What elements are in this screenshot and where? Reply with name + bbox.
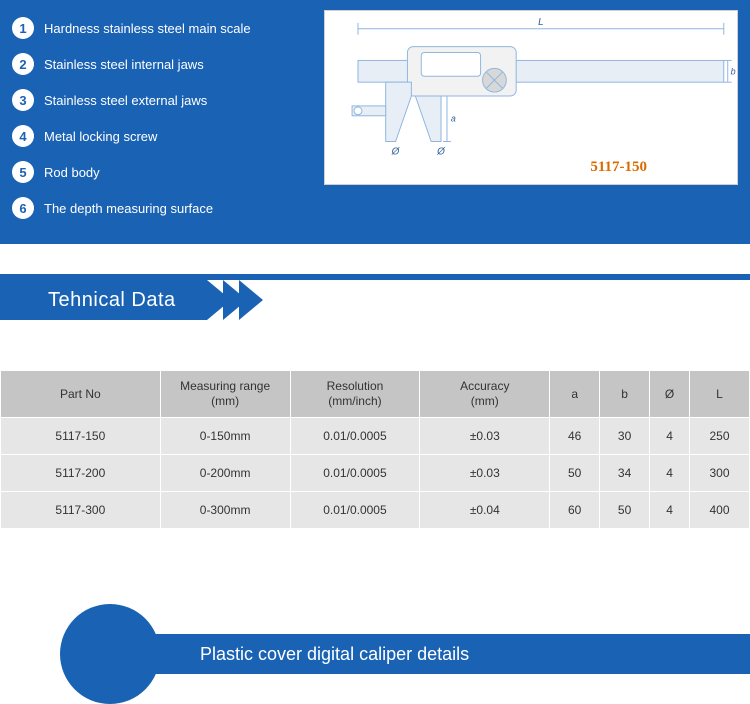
cell-range: 0-200mm xyxy=(160,455,290,492)
feature-label: Stainless steel external jaws xyxy=(44,93,207,108)
cell-a: 46 xyxy=(550,418,600,455)
feature-item: 4 Metal locking screw xyxy=(12,118,312,154)
details-banner-text: Plastic cover digital caliper details xyxy=(200,644,469,665)
cell-range: 0-300mm xyxy=(160,492,290,529)
header-chevrons xyxy=(207,280,263,320)
details-bar: Plastic cover digital caliper details xyxy=(70,634,750,674)
feature-label: The depth measuring surface xyxy=(44,201,213,216)
feature-number-badge: 2 xyxy=(12,53,34,75)
cell-b: 34 xyxy=(600,455,650,492)
specs-table-wrap: Part No Measuring range(mm) Resolution(m… xyxy=(0,370,750,529)
feature-label: Hardness stainless steel main scale xyxy=(44,21,251,36)
col-accuracy: Accuracy(mm) xyxy=(420,371,550,418)
cell-b: 50 xyxy=(600,492,650,529)
col-L: L xyxy=(690,371,750,418)
feature-number-badge: 1 xyxy=(12,17,34,39)
cell-phi: 4 xyxy=(650,455,690,492)
feature-number-badge: 6 xyxy=(12,197,34,219)
cell-part-no: 5117-150 xyxy=(1,418,161,455)
technical-data-title: Tehnical Data xyxy=(0,280,208,320)
cell-part-no: 5117-300 xyxy=(1,492,161,529)
details-circle-icon xyxy=(60,604,160,704)
cell-a: 60 xyxy=(550,492,600,529)
features-list: 1 Hardness stainless steel main scale 2 … xyxy=(12,10,312,226)
cell-L: 300 xyxy=(690,455,750,492)
table-header-row: Part No Measuring range(mm) Resolution(m… xyxy=(1,371,750,418)
col-range: Measuring range(mm) xyxy=(160,371,290,418)
diagram-model-label: 5117-150 xyxy=(590,159,647,176)
table-row: 5117-200 0-200mm 0.01/0.0005 ±0.03 50 34… xyxy=(1,455,750,492)
svg-text:Ø: Ø xyxy=(391,146,401,157)
col-a: a xyxy=(550,371,600,418)
col-b: b xyxy=(600,371,650,418)
col-phi: Ø xyxy=(650,371,690,418)
technical-data-header: Tehnical Data xyxy=(0,274,750,320)
caliper-diagram: L xyxy=(324,10,738,185)
cell-acc: ±0.03 xyxy=(420,418,550,455)
details-banner: Plastic cover digital caliper details xyxy=(0,609,750,699)
feature-item: 5 Rod body xyxy=(12,154,312,190)
chevron-icon xyxy=(239,280,263,320)
cell-phi: 4 xyxy=(650,492,690,529)
cell-a: 50 xyxy=(550,455,600,492)
feature-label: Metal locking screw xyxy=(44,129,157,144)
specs-table: Part No Measuring range(mm) Resolution(m… xyxy=(0,370,750,529)
cell-res: 0.01/0.0005 xyxy=(290,418,420,455)
svg-text:a: a xyxy=(451,114,456,124)
svg-text:Ø: Ø xyxy=(436,146,446,157)
feature-number-badge: 5 xyxy=(12,161,34,183)
feature-number-badge: 4 xyxy=(12,125,34,147)
cell-res: 0.01/0.0005 xyxy=(290,492,420,529)
feature-number-badge: 3 xyxy=(12,89,34,111)
features-panel: 1 Hardness stainless steel main scale 2 … xyxy=(0,0,750,244)
cell-L: 400 xyxy=(690,492,750,529)
col-resolution: Resolution(mm/inch) xyxy=(290,371,420,418)
feature-label: Stainless steel internal jaws xyxy=(44,57,204,72)
caliper-diagram-svg: L xyxy=(325,11,737,184)
col-part-no: Part No xyxy=(1,371,161,418)
cell-acc: ±0.03 xyxy=(420,455,550,492)
cell-phi: 4 xyxy=(650,418,690,455)
feature-item: 1 Hardness stainless steel main scale xyxy=(12,10,312,46)
feature-item: 2 Stainless steel internal jaws xyxy=(12,46,312,82)
cell-b: 30 xyxy=(600,418,650,455)
cell-acc: ±0.04 xyxy=(420,492,550,529)
feature-label: Rod body xyxy=(44,165,100,180)
svg-text:L: L xyxy=(538,17,544,28)
cell-part-no: 5117-200 xyxy=(1,455,161,492)
table-row: 5117-150 0-150mm 0.01/0.0005 ±0.03 46 30… xyxy=(1,418,750,455)
table-row: 5117-300 0-300mm 0.01/0.0005 ±0.04 60 50… xyxy=(1,492,750,529)
header-title-row: Tehnical Data xyxy=(0,280,750,320)
feature-item: 3 Stainless steel external jaws xyxy=(12,82,312,118)
cell-L: 250 xyxy=(690,418,750,455)
cell-range: 0-150mm xyxy=(160,418,290,455)
feature-item: 6 The depth measuring surface xyxy=(12,190,312,226)
svg-text:b: b xyxy=(731,66,736,76)
cell-res: 0.01/0.0005 xyxy=(290,455,420,492)
